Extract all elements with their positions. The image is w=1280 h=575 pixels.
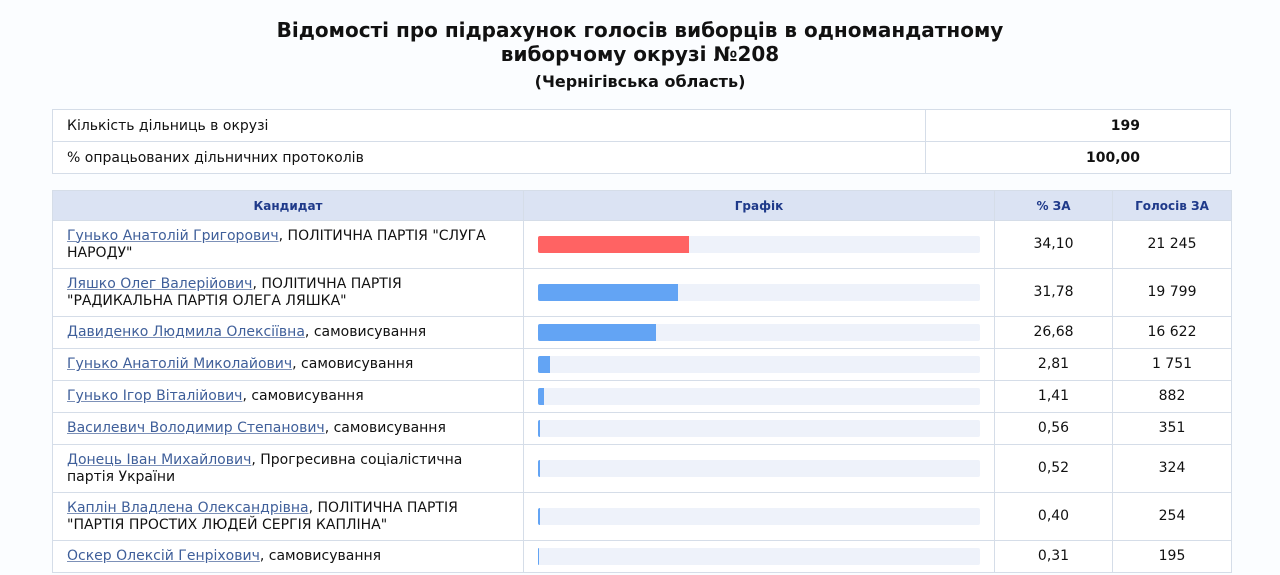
table-row: Гунько Ігор Віталійович, самовисування 1,…: [52, 380, 1232, 413]
percent-cell: 0,40: [994, 492, 1113, 541]
candidate-name-link[interactable]: Гунько Анатолій Миколайович: [67, 356, 293, 372]
votes-cell: 1 751: [1112, 348, 1232, 381]
candidate-cell: Донець Іван Михайлович, Прогресивна соці…: [52, 444, 524, 493]
candidate-cell: Давиденко Людмила Олексіївна, самовисува…: [52, 316, 524, 349]
vote-bar: [538, 548, 540, 565]
vote-bar: [538, 236, 689, 253]
vote-bar-track: [538, 284, 980, 301]
table-row: Василевич Володимир Степанович, самовису…: [52, 412, 1232, 445]
candidate-name-link[interactable]: Каплін Владлена Олександрівна: [67, 499, 309, 516]
chart-cell: [523, 540, 995, 573]
vote-bar-track: [538, 420, 980, 437]
candidate-affiliation: , Прогресивна соціалістична партія Украї…: [67, 451, 463, 485]
candidate-affiliation: , ПОЛІТИЧНА ПАРТІЯ "СЛУГА НАРОДУ": [67, 227, 486, 261]
vote-bar-track: [538, 548, 980, 565]
votes-cell: 16 622: [1112, 316, 1232, 349]
table-row: Гунько Анатолій Миколайович, самовисуван…: [52, 348, 1232, 381]
chart-cell: [523, 348, 995, 381]
summary-value: 100,00: [925, 141, 1231, 174]
candidate-cell: Гунько Анатолій Миколайович, самовисуван…: [52, 348, 524, 381]
vote-bar: [538, 460, 541, 477]
chart-cell: [523, 444, 995, 493]
candidate-affiliation: , самовисування: [324, 420, 446, 436]
chart-cell: [523, 220, 995, 269]
table-row: Давиденко Людмила Олексіївна, самовисува…: [52, 316, 1232, 349]
votes-cell: 195: [1112, 540, 1232, 573]
vote-bar: [538, 420, 541, 437]
summary-label: Кількість дільниць в окрузі: [52, 109, 926, 142]
candidate-affiliation: , самовисування: [304, 324, 427, 340]
percent-cell: 1,41: [994, 380, 1113, 413]
column-header-chart: Графік: [523, 190, 995, 221]
vote-bar: [538, 388, 545, 405]
region-subtitle: (Чернігівська область): [534, 72, 746, 91]
candidate-name-link[interactable]: Донець Іван Михайлович: [67, 451, 252, 468]
candidate-affiliation: , самовисування: [292, 356, 414, 372]
candidate-affiliation: , ПОЛІТИЧНА ПАРТІЯ "ПАРТІЯ ПРОСТИХ ЛЮДЕЙ…: [67, 499, 458, 533]
column-header-candidate: Кандидат: [52, 190, 524, 221]
candidate-name-link[interactable]: Гунько Ігор Віталійович: [67, 388, 243, 404]
candidate-name-link[interactable]: Давиденко Людмила Олексіївна: [67, 324, 305, 340]
candidate-name-link[interactable]: Гунько Анатолій Григорович: [67, 227, 279, 244]
votes-cell: 882: [1112, 380, 1232, 413]
votes-cell: 19 799: [1112, 268, 1232, 317]
candidate-cell: Гунько Ігор Віталійович, самовисування: [52, 380, 524, 413]
votes-cell: 254: [1112, 492, 1232, 541]
column-header-percent: % ЗА: [994, 190, 1113, 221]
vote-bar-track: [538, 236, 980, 253]
chart-cell: [523, 268, 995, 317]
column-header-votes: Голосів ЗА: [1112, 190, 1232, 221]
candidate-name-link[interactable]: Василевич Володимир Степанович: [67, 420, 325, 436]
vote-bar-track: [538, 324, 980, 341]
percent-cell: 0,31: [994, 540, 1113, 573]
vote-bar: [538, 508, 540, 525]
votes-cell: 324: [1112, 444, 1232, 493]
table-header-row: Кандидат Графік % ЗА Голосів ЗА: [52, 190, 1232, 221]
table-row: Каплін Владлена Олександрівна, ПОЛІТИЧНА…: [52, 492, 1232, 541]
vote-bar-track: [538, 388, 980, 405]
table-row: Гунько Анатолій Григорович, ПОЛІТИЧНА ПА…: [52, 220, 1232, 269]
percent-cell: 34,10: [994, 220, 1113, 269]
vote-bar-track: [538, 508, 980, 525]
chart-cell: [523, 316, 995, 349]
chart-cell: [523, 492, 995, 541]
candidate-cell: Гунько Анатолій Григорович, ПОЛІТИЧНА ПА…: [52, 220, 524, 269]
votes-cell: 351: [1112, 412, 1232, 445]
vote-bar: [538, 324, 656, 341]
votes-cell: 21 245: [1112, 220, 1232, 269]
percent-cell: 26,68: [994, 316, 1113, 349]
vote-bar-track: [538, 356, 980, 373]
page-title-line2: виборчому окрузі №208: [500, 42, 780, 66]
summary-row-stations: Кількість дільниць в окрузі 199: [52, 109, 1231, 142]
candidate-cell: Каплін Владлена Олександрівна, ПОЛІТИЧНА…: [52, 492, 524, 541]
page-title-line1: Відомості про підрахунок голосів виборці…: [276, 18, 1004, 42]
vote-bar-track: [538, 460, 980, 477]
summary-row-processed: % опрацьованих дільничних протоколів 100…: [52, 141, 1231, 174]
candidate-cell: Оскер Олексій Генріхович, самовисування: [52, 540, 524, 573]
table-row: Ляшко Олег Валерійович, ПОЛІТИЧНА ПАРТІЯ…: [52, 268, 1232, 317]
vote-bar: [538, 284, 679, 301]
candidate-cell: Василевич Володимир Степанович, самовису…: [52, 412, 524, 445]
chart-cell: [523, 412, 995, 445]
table-row: Донець Іван Михайлович, Прогресивна соці…: [52, 444, 1232, 493]
candidates-table: Кандидат Графік % ЗА Голосів ЗА Гунько А…: [52, 190, 1232, 573]
chart-cell: [523, 380, 995, 413]
table-row: Оскер Олексій Генріхович, самовисування 0…: [52, 540, 1232, 573]
candidate-name-link[interactable]: Оскер Олексій Генріхович: [67, 548, 260, 564]
percent-cell: 2,81: [994, 348, 1113, 381]
candidate-name-link[interactable]: Ляшко Олег Валерійович: [67, 275, 253, 292]
summary-table: Кількість дільниць в окрузі 199 % опраць…: [52, 109, 1231, 174]
candidate-affiliation: , ПОЛІТИЧНА ПАРТІЯ "РАДИКАЛЬНА ПАРТІЯ ОЛ…: [67, 275, 402, 309]
vote-bar: [538, 356, 551, 373]
summary-label: % опрацьованих дільничних протоколів: [52, 141, 926, 174]
summary-value: 199: [925, 109, 1231, 142]
candidate-affiliation: , самовисування: [242, 388, 364, 404]
candidate-affiliation: , самовисування: [259, 548, 382, 564]
percent-cell: 31,78: [994, 268, 1113, 317]
percent-cell: 0,56: [994, 412, 1113, 445]
candidate-cell: Ляшко Олег Валерійович, ПОЛІТИЧНА ПАРТІЯ…: [52, 268, 524, 317]
percent-cell: 0,52: [994, 444, 1113, 493]
